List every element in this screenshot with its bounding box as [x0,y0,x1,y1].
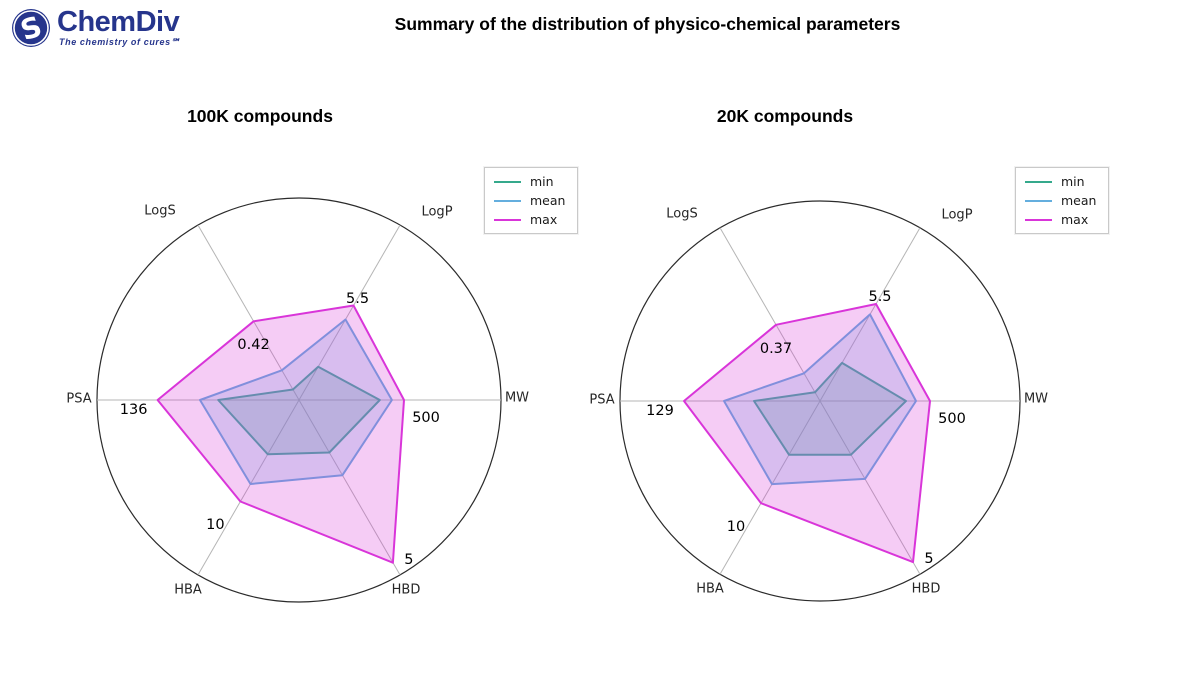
mean-polygon-1 [723,313,917,486]
chart-title-100k: 100K compounds [187,106,333,126]
axis-label-mw-0: MW [504,390,530,406]
legend-label-mean: mean [1061,193,1097,208]
logo-tagline: The chemistry of cures℠ [59,37,181,47]
max-line-swatch [1025,218,1052,221]
max-value-label-psa-0: 136 [119,402,148,418]
max-value-label-mw-1: 500 [938,411,966,427]
axis-label-logs-1: LogS [666,206,698,222]
chemdiv-logo-icon: S [12,9,50,47]
mean-line-swatch [494,199,521,202]
max-value-label-hbd-1: 5 [924,551,934,568]
legend-entry-min: min [494,174,565,189]
max-value-label-logs-1: 0.37 [759,340,793,357]
legend-20k: min mean max [1015,167,1110,234]
legend-entry-max: max [1025,212,1096,227]
axis-label-logp-0: LogP [421,204,453,220]
mean-polygon-0 [199,318,393,485]
legend-100k: min mean max [484,167,579,234]
min-line-swatch [494,180,521,183]
max-value-label-hbd-0: 5 [404,551,414,568]
logo-name: ChemDiv [57,6,180,38]
axis-label-logs-0: LogS [144,203,176,219]
legend-label-min: min [1061,174,1085,189]
axis-label-hba-1: HBA [696,581,724,597]
legend-entry-min: min [1025,174,1096,189]
axis-label-psa-0: PSA [66,391,92,407]
axis-label-hbd-1: HBD [911,581,941,597]
chemdiv-logo: S ChemDiv The chemistry of cures℠ [10,7,181,49]
min-polygon-1 [753,361,907,456]
max-value-label-hba-1: 10 [726,519,746,536]
legend-entry-mean: mean [1025,193,1096,208]
max-line-swatch [494,218,521,221]
axis-label-mw-1: MW [1023,391,1049,407]
axis-label-hba-0: HBA [174,582,202,598]
logo-text-block: ChemDiv The chemistry of cures℠ [57,7,181,48]
axis-label-hbd-0: HBD [391,582,421,598]
legend-label-min: min [530,174,554,189]
legend-label-max: max [1061,212,1089,227]
legend-entry-max: max [494,212,565,227]
max-polygon-1 [683,303,931,564]
legend-label-mean: mean [530,193,566,208]
max-value-label-logs-0: 0.42 [237,337,270,354]
max-value-label-logp-0: 5.5 [346,290,370,307]
legend-entry-mean: mean [494,193,565,208]
legend-label-max: max [530,212,558,227]
max-value-label-hba-0: 10 [206,517,225,534]
radar-spoke-0 [197,224,401,576]
chart-title-20k: 20K compounds [716,106,854,126]
mean-line-swatch [1025,199,1052,202]
min-line-swatch [1025,180,1052,183]
min-polygon-0 [217,365,381,456]
max-value-label-mw-0: 500 [412,410,440,426]
page-title: Summary of the distribution of physico-c… [394,14,901,34]
radar-spoke-1 [719,227,921,575]
axis-label-logp-1: LogP [941,207,973,223]
max-polygon-0 [156,304,405,564]
axis-label-psa-1: PSA [589,392,615,408]
max-value-label-psa-1: 129 [646,403,674,419]
max-value-label-logp-1: 5.5 [868,289,892,305]
